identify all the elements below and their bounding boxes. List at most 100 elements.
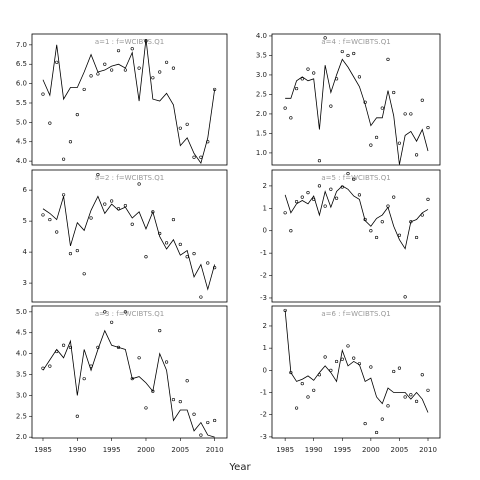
y-tick-label: 6.5 [16, 60, 27, 68]
data-point [380, 106, 384, 110]
data-point [192, 155, 196, 159]
data-point [75, 113, 79, 117]
x-tick-label: 1995 [333, 446, 351, 454]
data-point [123, 68, 127, 72]
data-point [329, 368, 333, 372]
data-point [75, 248, 79, 253]
data-point [323, 204, 327, 208]
y-tick-label: 3.5 [256, 51, 267, 59]
data-point [171, 217, 176, 222]
y-tick-label: 0 [263, 227, 267, 235]
data-point [403, 295, 407, 299]
data-point [397, 366, 402, 370]
panel-frame [271, 305, 441, 439]
data-point [185, 122, 189, 126]
y-tick-label: -1 [260, 389, 267, 397]
data-point [123, 310, 127, 314]
panel-frame [271, 169, 441, 303]
y-tick-label: 7.0 [16, 41, 27, 49]
data-point [409, 393, 413, 397]
data-point [89, 74, 93, 78]
data-point [392, 195, 396, 199]
y-tick-label: 2.5 [256, 90, 267, 98]
x-tick-label: 2000 [137, 446, 155, 454]
data-point [185, 379, 189, 383]
x-tick-label: 1985 [34, 446, 52, 454]
y-tick-label: 2 [263, 322, 267, 330]
data-point [48, 121, 52, 125]
data-point [352, 356, 356, 360]
data-point [130, 222, 134, 226]
data-point [397, 141, 402, 145]
data-point [323, 355, 327, 359]
data-point [82, 377, 86, 381]
data-point [192, 252, 196, 256]
y-tick-label: 2 [263, 182, 267, 190]
x-tick-label: 2000 [362, 446, 380, 454]
data-point [357, 75, 362, 79]
data-point [414, 235, 419, 240]
data-point [41, 213, 45, 217]
y-tick-label: 1 [263, 344, 267, 352]
data-point [110, 68, 114, 72]
y-tick-label: -2 [260, 272, 267, 280]
data-point [352, 51, 356, 56]
data-point [206, 261, 210, 265]
data-point [178, 126, 182, 130]
data-point [323, 36, 327, 40]
data-point [158, 329, 162, 333]
fit-line [42, 329, 215, 438]
x-axis-label: Year [228, 462, 251, 473]
data-point [317, 159, 322, 163]
data-point [334, 196, 339, 200]
data-point [386, 57, 390, 61]
data-point [334, 359, 339, 364]
data-point [96, 173, 100, 177]
data-point [164, 60, 169, 64]
data-point [397, 233, 402, 237]
panel-strip: a=5 : f=WCIBTS.Q1 [321, 174, 390, 182]
data-point [306, 191, 310, 195]
fit-line [42, 195, 216, 291]
data-point [192, 412, 196, 416]
y-tick-label: -3 [260, 294, 267, 302]
data-point [137, 356, 141, 360]
data-point [380, 417, 384, 421]
fit-line [42, 38, 216, 164]
data-point [374, 235, 379, 240]
data-point [346, 171, 350, 176]
data-point [369, 365, 373, 369]
data-point [61, 343, 66, 347]
data-point [110, 320, 114, 324]
data-point [346, 53, 350, 58]
panel-frame [31, 305, 228, 439]
data-point [144, 255, 148, 259]
data-point [426, 125, 430, 130]
data-point [164, 360, 169, 364]
data-point [103, 62, 107, 66]
data-point [61, 193, 66, 197]
y-tick-label: 5.0 [16, 118, 27, 126]
data-point [171, 397, 176, 402]
x-tick-label: 2005 [391, 446, 409, 454]
y-tick-label: 3.0 [16, 391, 27, 399]
y-tick-label: 1 [263, 204, 267, 212]
data-point [340, 49, 344, 54]
x-tick-label: 1995 [103, 446, 121, 454]
y-tick-label: 4.5 [16, 138, 27, 146]
data-point [103, 202, 107, 206]
panel-strip: a=3 : f=WCIBTS.Q1 [95, 310, 164, 318]
y-tick-label: 6 [23, 186, 28, 194]
data-point [164, 241, 169, 245]
data-point [414, 399, 419, 403]
data-point [420, 213, 424, 217]
data-point [213, 418, 217, 423]
data-point [68, 252, 73, 256]
data-point [48, 364, 52, 368]
panel-frame [31, 33, 228, 166]
y-tick-label: 4.0 [256, 32, 267, 40]
y-tick-label: 4.0 [16, 157, 27, 165]
x-tick-label: 2005 [171, 446, 189, 454]
data-point [41, 92, 45, 96]
